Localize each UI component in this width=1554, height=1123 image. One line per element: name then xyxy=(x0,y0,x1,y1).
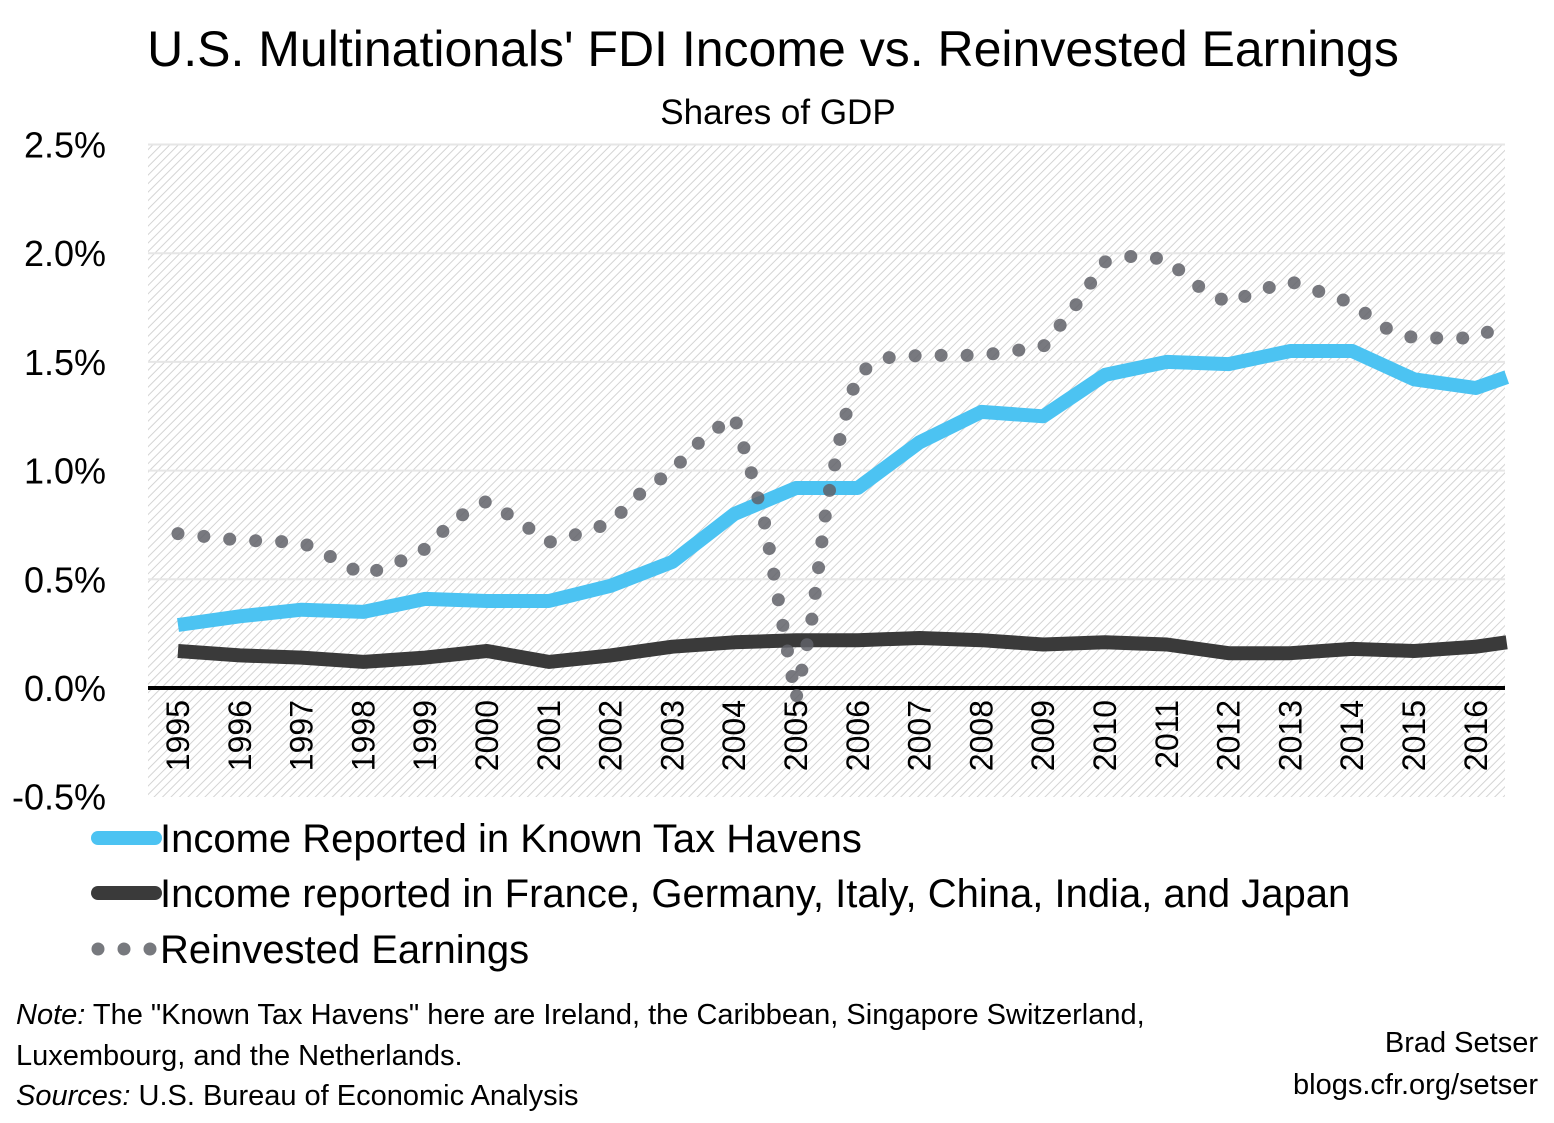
x-tick-label: 2006 xyxy=(840,700,876,771)
x-tick-label: 2007 xyxy=(902,700,938,771)
legend: Income Reported in Known Tax Havens Incom… xyxy=(91,817,1350,972)
sources-line: Sources: U.S. Bureau of Economic Analysi… xyxy=(16,1080,579,1112)
credit-url: blogs.cfr.org/setser xyxy=(1293,1069,1538,1101)
series-line-1 xyxy=(177,631,1508,669)
x-tick-label: 2005 xyxy=(778,700,814,771)
x-tick-label: 2011 xyxy=(1149,700,1185,769)
series-lines xyxy=(171,248,1514,706)
x-tick-label: 1995 xyxy=(160,700,196,771)
x-tick-label: 2000 xyxy=(469,700,505,771)
x-tick-label: 2015 xyxy=(1396,700,1432,771)
x-tick-label: 1999 xyxy=(407,700,443,771)
note-line-1: Note: The "Known Tax Havens" here are Ir… xyxy=(16,999,1145,1031)
credit-author: Brad Setser xyxy=(1385,1027,1538,1059)
x-tick-label: 2001 xyxy=(531,700,567,771)
x-tick-label: 2016 xyxy=(1458,700,1494,771)
x-tick-label: 2002 xyxy=(593,700,629,771)
x-tick-label: 1997 xyxy=(284,700,320,771)
y-tick-label: 1.5% xyxy=(24,342,106,383)
chart-title: U.S. Multinationals' FDI Income vs. Rein… xyxy=(147,21,1399,77)
gridlines xyxy=(148,143,1505,581)
x-tick-label: 2014 xyxy=(1334,700,1370,771)
x-tick-label: 2009 xyxy=(1025,700,1061,771)
y-tick-label: 2.5% xyxy=(24,125,106,166)
x-tick-label: 2008 xyxy=(963,700,999,771)
x-tick-label: 1998 xyxy=(345,700,381,771)
y-tick-label: 0.0% xyxy=(24,668,106,709)
x-tick-label: 2003 xyxy=(654,700,690,771)
legend-label-0: Income Reported in Known Tax Havens xyxy=(160,817,862,861)
x-tick-label: 2004 xyxy=(716,700,752,771)
y-tick-label: 0.5% xyxy=(24,559,106,600)
legend-label-2: Reinvested Earnings xyxy=(160,928,529,972)
y-tick-label: -0.5% xyxy=(12,777,106,818)
x-tick-label: 2010 xyxy=(1087,700,1123,771)
y-axis-ticks: 2.5% 2.0% 1.5% 1.0% 0.5% 0.0% -0.5% xyxy=(12,125,106,818)
y-tick-label: 1.0% xyxy=(24,451,106,492)
x-tick-label: 2012 xyxy=(1211,700,1247,771)
note-line-2: Luxembourg, and the Netherlands. xyxy=(16,1040,463,1072)
y-tick-label: 2.0% xyxy=(24,233,106,274)
series-line-0 xyxy=(177,344,1510,632)
series-line-2 xyxy=(171,248,1514,706)
x-tick-label: 1996 xyxy=(222,700,258,771)
legend-label-1: Income reported in France, Germany, Ital… xyxy=(160,872,1350,916)
x-tick-label: 2013 xyxy=(1272,700,1308,771)
chart-subtitle: Shares of GDP xyxy=(660,93,895,132)
x-axis-ticks: 1995 1996 1997 1998 1999 2000 2001 2002 2003 2004… xyxy=(160,700,1494,771)
